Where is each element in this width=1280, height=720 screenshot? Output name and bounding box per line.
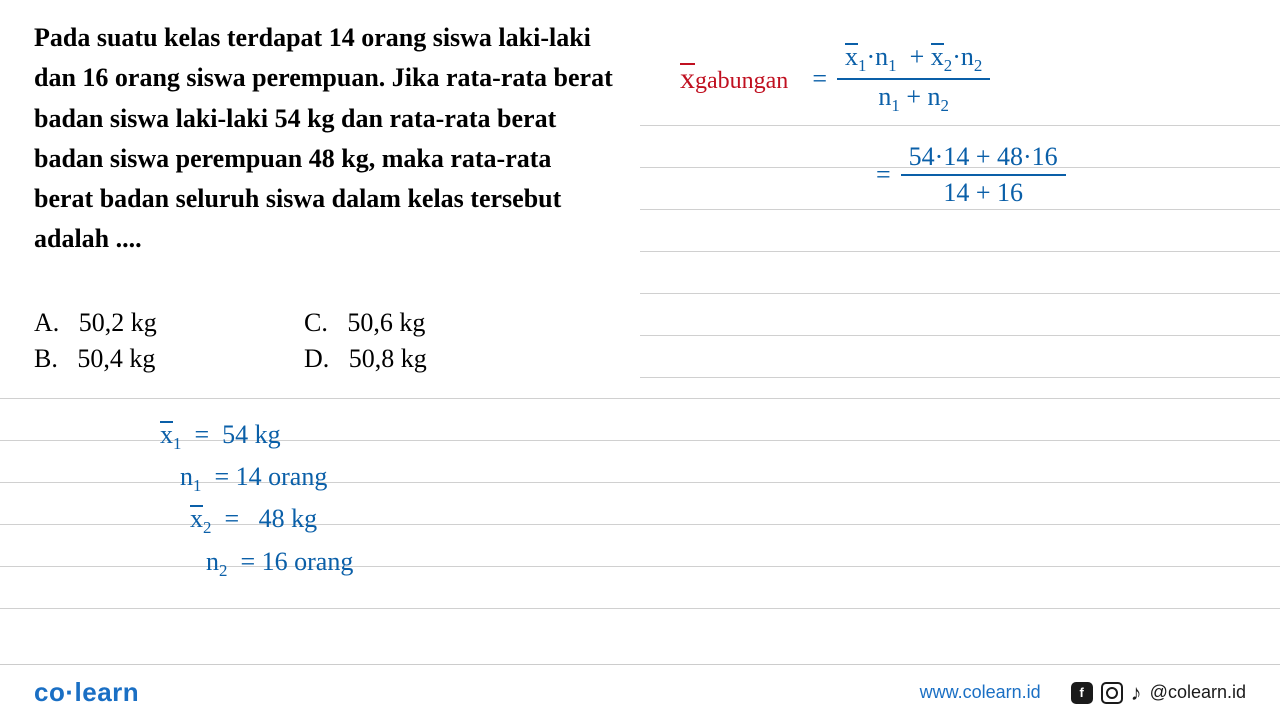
option-c-value: 50,6 kg <box>347 308 425 337</box>
option-a: A. 50,2 kg <box>34 308 304 338</box>
given-x2: x2 = 48 kg <box>190 504 353 538</box>
x1-value: 54 kg <box>222 420 281 449</box>
fraction-numeric: 54·14 + 48·16 14 + 16 <box>901 142 1066 208</box>
option-b: B. 50,4 kg <box>34 344 304 374</box>
n1-value: 14 orang <box>236 462 328 491</box>
option-d-value: 50,8 kg <box>349 344 427 373</box>
social-block: f ♪ @colearn.id <box>1071 682 1246 704</box>
numerator-numeric: 54·14 + 48·16 <box>901 142 1066 176</box>
formula-symbolic: xgabungan = x1·n1 + x2·n2 n1 + n2 <box>680 42 1240 116</box>
social-handle: @colearn.id <box>1150 682 1246 703</box>
answer-options: A. 50,2 kg C. 50,6 kg B. 50,4 kg D. 50,8… <box>34 308 427 380</box>
formula-lhs: xgabungan <box>680 62 788 96</box>
option-c: C. 50,6 kg <box>304 308 425 338</box>
option-a-value: 50,2 kg <box>79 308 157 337</box>
tiktok-icon: ♪ <box>1131 682 1142 704</box>
numerator-symbolic: x1·n1 + x2·n2 <box>837 42 990 80</box>
given-n2: n2 = 16 orang <box>206 547 353 581</box>
website-url: www.colearn.id <box>920 682 1041 703</box>
equals-1: = <box>812 64 827 94</box>
equals-2: = <box>876 160 891 190</box>
facebook-icon: f <box>1071 682 1093 704</box>
formula-numeric: = 54·14 + 48·16 14 + 16 <box>866 142 1240 208</box>
logo-dot: · <box>65 677 74 707</box>
formula-block: xgabungan = x1·n1 + x2·n2 n1 + n2 = 54·1… <box>680 42 1240 234</box>
x2-value: 48 kg <box>259 504 318 533</box>
option-d: D. 50,8 kg <box>304 344 427 374</box>
denominator-numeric: 14 + 16 <box>943 176 1023 208</box>
brand-logo: co·learn <box>34 677 139 708</box>
given-x1: x1 = 54 kg <box>160 420 353 454</box>
instagram-icon <box>1101 682 1123 704</box>
given-values-block: x1 = 54 kg n1 = 14 orang x2 = 48 kg n2 =… <box>160 420 353 589</box>
denominator-symbolic: n1 + n2 <box>878 80 949 116</box>
question-text: Pada suatu kelas terdapat 14 orang siswa… <box>34 18 614 260</box>
logo-suffix: learn <box>75 677 140 707</box>
logo-prefix: co <box>34 677 65 707</box>
option-b-value: 50,4 kg <box>77 344 155 373</box>
given-n1: n1 = 14 orang <box>180 462 353 496</box>
fraction-symbolic: x1·n1 + x2·n2 n1 + n2 <box>837 42 990 116</box>
footer-bar: co·learn www.colearn.id f ♪ @colearn.id <box>0 664 1280 720</box>
n2-value: 16 orang <box>262 547 354 576</box>
